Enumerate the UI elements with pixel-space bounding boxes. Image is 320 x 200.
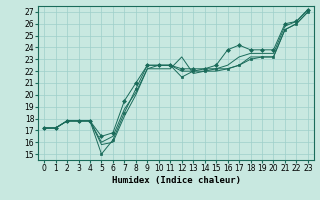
X-axis label: Humidex (Indice chaleur): Humidex (Indice chaleur) <box>111 176 241 185</box>
